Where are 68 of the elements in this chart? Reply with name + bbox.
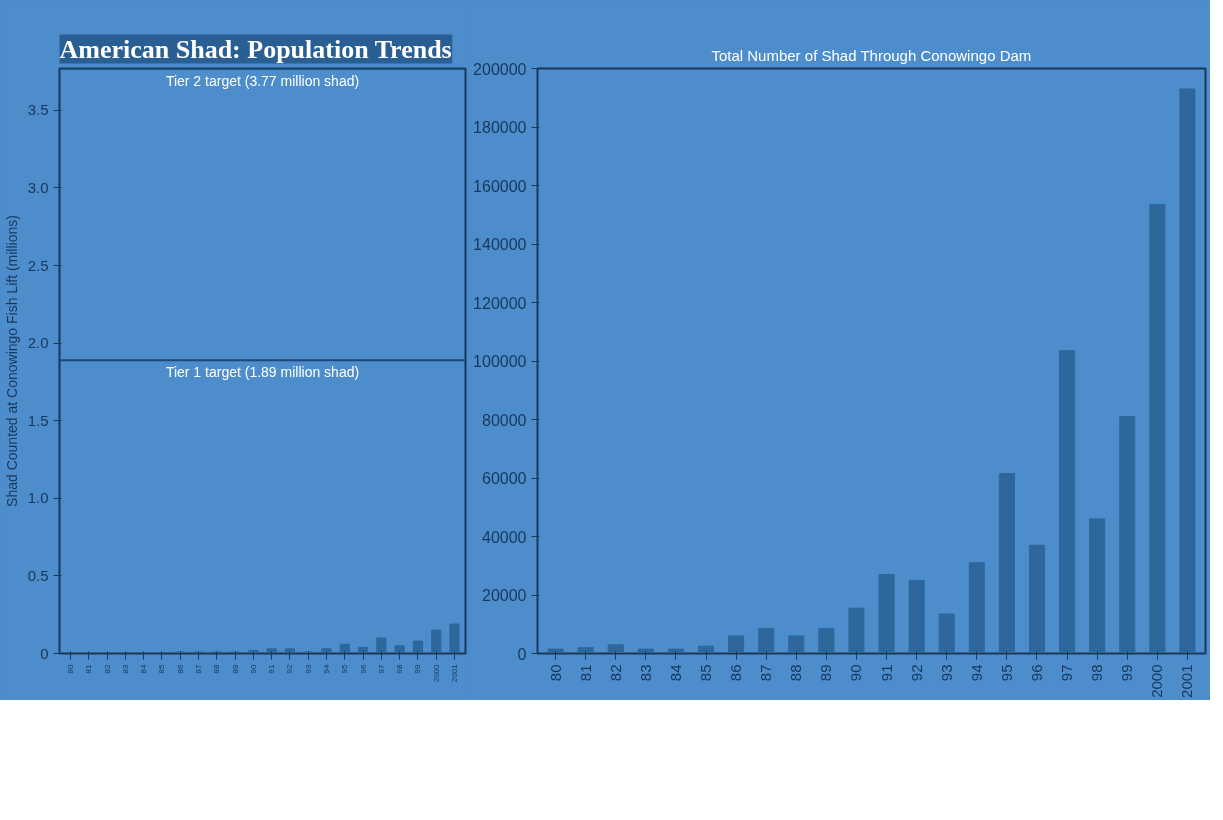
y-tick-label: 180000 xyxy=(473,119,527,136)
y-tick-label: 1.5 xyxy=(27,411,49,429)
y-tick-label: 3.5 xyxy=(27,101,49,119)
x-tick-label: 82 xyxy=(102,663,112,674)
x-tick-label: 90 xyxy=(847,664,865,682)
y-tick-label: 2.5 xyxy=(27,256,49,274)
chart-title: Total Number of Shad Through Conowingo Dam xyxy=(711,46,1032,64)
x-tick-label: 81 xyxy=(84,663,94,674)
x-tick-label: 97 xyxy=(376,663,386,674)
x-tick-label: 94 xyxy=(322,663,332,674)
x-tick-label: 92 xyxy=(907,664,925,682)
x-tick-label: 87 xyxy=(193,663,203,674)
x-tick-label: 84 xyxy=(139,663,149,674)
y-tick-label: 60000 xyxy=(482,470,527,487)
x-tick-label: 2001 xyxy=(450,663,460,683)
x-tick-label: 83 xyxy=(120,663,130,674)
y-tick-label: 200000 xyxy=(473,60,527,78)
y-tick-label: 140000 xyxy=(473,236,527,253)
y-tick-label: 120000 xyxy=(473,294,527,312)
x-tick-label: 98 xyxy=(1088,664,1106,682)
ref-line-label: Tier 2 target (3.77 million shad) xyxy=(165,72,360,89)
x-tick-label: 87 xyxy=(757,664,775,682)
y-tick-label: 80000 xyxy=(482,411,527,429)
y-tick-label: 20000 xyxy=(482,587,527,604)
x-tick-label: 85 xyxy=(697,664,714,682)
x-tick-label: 97 xyxy=(1058,664,1076,682)
x-tick-label: 91 xyxy=(877,664,895,682)
x-tick-label: 96 xyxy=(358,663,368,674)
ref-line-label: Tier 1 target (1.89 million shad) xyxy=(165,364,360,381)
x-tick-label: 2000 xyxy=(1148,664,1166,698)
x-tick-label: 88 xyxy=(212,663,222,674)
y-tick-label: 40000 xyxy=(482,528,527,546)
x-tick-label: 93 xyxy=(303,663,313,674)
x-tick-label: 82 xyxy=(606,664,624,682)
x-tick-label: 93 xyxy=(937,664,955,682)
x-tick-label: 83 xyxy=(636,664,654,682)
x-tick-label: 99 xyxy=(1118,664,1136,682)
x-tick-label: 91 xyxy=(267,663,277,674)
y-axis-title: Shad Counted at Conowingo Fish Lift (millions) xyxy=(3,215,20,507)
y-tick-label: 0.5 xyxy=(27,566,49,584)
x-tick-label: 85 xyxy=(157,663,167,674)
y-tick-label: 0 xyxy=(517,645,527,663)
x-tick-label: 89 xyxy=(230,663,240,674)
x-tick-label: 81 xyxy=(576,664,594,682)
x-tick-label: 96 xyxy=(1028,664,1045,682)
x-tick-label: 86 xyxy=(175,663,185,674)
x-tick-label: 98 xyxy=(395,663,405,674)
x-tick-label: 99 xyxy=(413,663,423,674)
x-tick-label: 80 xyxy=(65,663,75,674)
x-tick-label: 84 xyxy=(666,664,684,682)
x-tick-label: 2001 xyxy=(1178,664,1196,698)
x-tick-label: 92 xyxy=(285,663,295,674)
y-tick-label: 1.0 xyxy=(27,489,49,507)
x-tick-label: 80 xyxy=(546,664,564,682)
y-tick-label: 160000 xyxy=(473,177,527,195)
y-tick-label: 2.0 xyxy=(27,334,49,352)
y-tick-label: 100000 xyxy=(473,353,527,370)
x-tick-label: 88 xyxy=(787,664,805,682)
x-tick-label: 90 xyxy=(248,663,258,674)
y-tick-label: 0 xyxy=(40,644,49,662)
x-tick-label: 89 xyxy=(817,664,835,682)
y-tick-label: 3.0 xyxy=(27,178,49,196)
x-tick-label: 95 xyxy=(997,664,1015,682)
chart-title: American Shad: Population Trends xyxy=(59,34,452,64)
x-tick-label: 2000 xyxy=(431,663,441,683)
x-tick-label: 86 xyxy=(727,664,745,682)
x-tick-label: 95 xyxy=(340,663,350,674)
x-tick-label: 94 xyxy=(967,664,985,682)
